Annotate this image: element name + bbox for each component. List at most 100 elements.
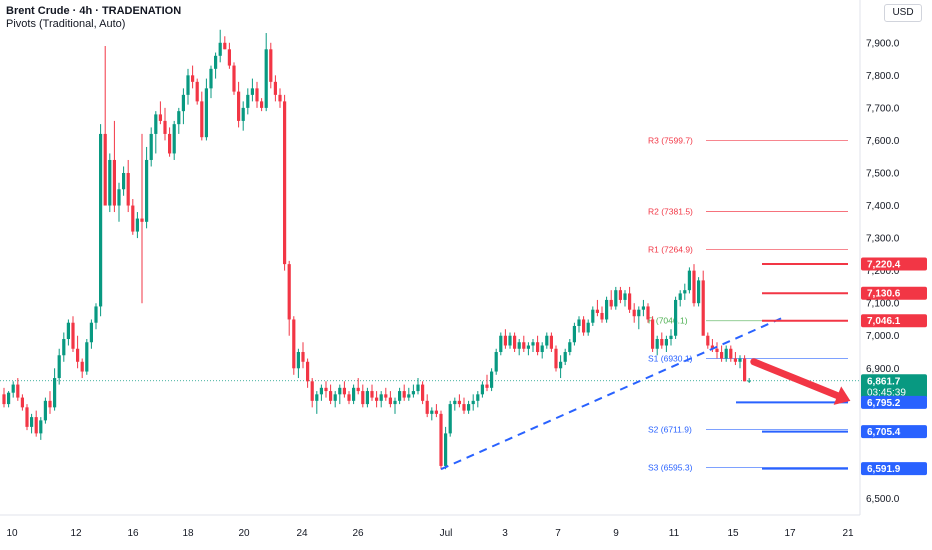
candle-body xyxy=(333,394,337,401)
candle-body xyxy=(641,306,645,310)
candle-body xyxy=(384,394,388,398)
candle-body xyxy=(439,413,443,466)
candle-body xyxy=(425,400,429,414)
candle-body xyxy=(632,309,636,317)
x-tick-label: 20 xyxy=(238,528,250,539)
price-label: 6,705.4 xyxy=(867,427,901,438)
candle-body xyxy=(76,348,80,362)
candle-body xyxy=(554,348,558,369)
candle-body xyxy=(462,404,466,411)
candle-body xyxy=(724,348,728,359)
candle-body xyxy=(278,94,282,102)
candle-body xyxy=(342,387,346,395)
candle-body xyxy=(683,290,687,294)
candle-body xyxy=(310,381,314,401)
currency-selector[interactable]: USD xyxy=(884,4,922,22)
candle-body xyxy=(158,114,162,121)
pivot-label: P (7046.1) xyxy=(648,316,688,326)
candle-body xyxy=(85,342,89,372)
candle-body xyxy=(411,391,415,395)
y-tick-label: 7,100.0 xyxy=(866,299,900,310)
candle-body xyxy=(701,280,705,336)
candle-body xyxy=(140,218,144,222)
candle-body xyxy=(517,342,521,349)
candle-body xyxy=(135,218,139,232)
candle-body xyxy=(131,205,135,232)
pivot-label: R1 (7264.9) xyxy=(648,245,693,255)
y-tick-label: 7,800.0 xyxy=(866,71,900,82)
candle-body xyxy=(11,384,15,393)
pivot-label: R2 (7381.5) xyxy=(648,207,693,217)
candle-body xyxy=(237,91,241,121)
candle-body xyxy=(692,270,696,304)
candle-body xyxy=(324,387,328,392)
candle-body xyxy=(467,404,471,411)
candle-body xyxy=(186,75,190,95)
candle-body xyxy=(421,384,425,401)
candle-body xyxy=(126,172,130,206)
candle-body xyxy=(62,338,66,356)
x-tick-label: 21 xyxy=(842,528,854,539)
candle-body xyxy=(678,293,682,300)
chart-title: Brent Crude · 4h · TRADENATION xyxy=(6,5,182,17)
x-tick-label: 16 xyxy=(127,528,139,539)
candle-body xyxy=(264,49,268,108)
candle-body xyxy=(117,189,121,206)
down-arrow-shaft xyxy=(750,358,841,400)
candle-body xyxy=(145,159,149,222)
price-label: 7,046.1 xyxy=(867,316,901,327)
x-tick-label: Jul xyxy=(440,528,453,539)
pivot-label: S2 (6711.9) xyxy=(648,425,692,435)
candle-body xyxy=(329,391,333,401)
candle-body xyxy=(7,392,11,405)
indicator-label[interactable]: Pivots (Traditional, Auto) xyxy=(6,18,126,30)
candle-body xyxy=(292,319,296,369)
candle-body xyxy=(191,75,195,82)
x-tick-label: 17 xyxy=(784,528,796,539)
y-tick-label: 7,600.0 xyxy=(866,136,900,147)
candle-body xyxy=(614,290,618,307)
price-label: 6,795.2 xyxy=(867,398,901,409)
candle-body xyxy=(600,312,604,320)
candle-body xyxy=(609,299,613,307)
candle-body xyxy=(490,371,494,388)
candle-body xyxy=(273,81,277,95)
x-tick-label: 26 xyxy=(352,528,364,539)
candle-body xyxy=(163,120,167,134)
candle-body xyxy=(168,133,172,154)
candle-body xyxy=(227,49,231,66)
candle-body xyxy=(20,397,24,408)
candle-body xyxy=(2,394,6,405)
candle-body xyxy=(269,49,273,82)
candle-body xyxy=(66,322,70,339)
candle-body xyxy=(200,101,204,138)
price-label: 7,220.4 xyxy=(867,259,901,270)
candle-body xyxy=(582,319,586,333)
candle-body xyxy=(623,293,627,300)
y-tick-label: 6,500.0 xyxy=(866,494,900,505)
candle-body xyxy=(457,400,461,405)
candle-body xyxy=(738,358,742,362)
candle-body xyxy=(149,133,153,160)
candle-body xyxy=(195,81,199,102)
candle-body xyxy=(108,159,112,206)
candle-body xyxy=(471,400,475,405)
candle-body xyxy=(536,342,540,353)
candle-body xyxy=(628,293,632,310)
candle-body xyxy=(319,387,323,395)
trendline-dashed[interactable] xyxy=(440,315,787,471)
candle-body xyxy=(214,55,218,69)
candle-body xyxy=(476,394,480,401)
candle-body xyxy=(260,101,264,108)
candle-body xyxy=(296,352,300,369)
down-arrow-head xyxy=(833,386,851,405)
candle-body xyxy=(301,352,305,362)
candle-body xyxy=(664,338,668,346)
candle-body xyxy=(660,338,664,346)
candle-body xyxy=(379,394,383,401)
candle-body xyxy=(204,88,208,138)
candle-body xyxy=(513,335,517,349)
candle-body xyxy=(370,391,374,398)
candle-body xyxy=(30,417,34,427)
